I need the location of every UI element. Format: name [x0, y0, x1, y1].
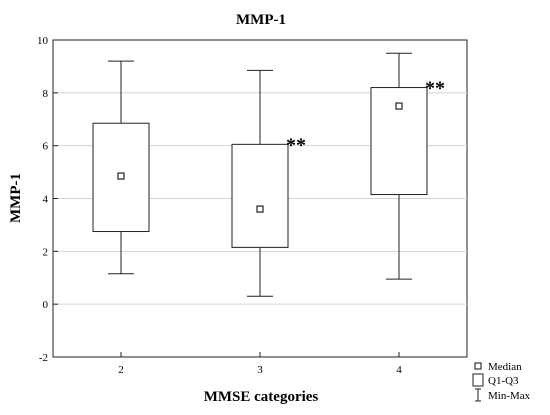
legend-label: Median	[488, 361, 522, 373]
legend-median-icon	[474, 362, 482, 370]
x-tick-label: 3	[257, 364, 263, 376]
box-group: **	[231, 69, 306, 297]
significance-annotation: **	[286, 134, 306, 156]
y-tick-label: 2	[43, 246, 49, 258]
box-q1-q3	[231, 143, 289, 248]
box-group: **	[370, 52, 445, 280]
median-marker	[256, 205, 264, 213]
legend-label: Min-Max	[488, 390, 531, 402]
y-tick-label: 0	[43, 299, 49, 311]
boxes: ** **	[92, 52, 445, 297]
y-tick-label: -2	[39, 352, 48, 364]
median-marker	[117, 172, 125, 180]
x-tick-label: 2	[118, 364, 124, 376]
y-tick-label: 10	[37, 35, 49, 47]
legend: Median Q1-Q3 Min-Max	[472, 361, 531, 402]
x-axis-ticks: 2 3 4	[118, 352, 402, 376]
legend-label: Q1-Q3	[488, 375, 519, 387]
chart-title: MMP-1	[236, 12, 286, 28]
x-axis-label: MMSE categories	[204, 389, 319, 405]
y-tick-label: 4	[43, 194, 49, 206]
y-tick-label: 8	[43, 88, 49, 100]
significance-annotation: **	[425, 78, 445, 100]
legend-box-icon	[472, 373, 484, 387]
median-marker	[395, 102, 403, 110]
y-axis-ticks: -2 0 2 4 6 8 10	[37, 35, 58, 364]
y-axis-label: MMP-1	[8, 173, 24, 223]
x-tick-label: 4	[396, 364, 402, 376]
y-tick-label: 6	[43, 141, 49, 153]
box-group	[92, 60, 150, 275]
